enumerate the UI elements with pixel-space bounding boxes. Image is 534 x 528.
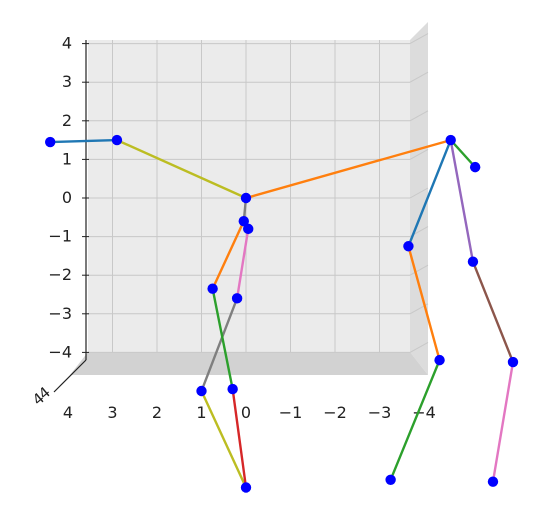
y-tick-label: −3	[48, 304, 72, 323]
skeleton-bone	[449, 138, 477, 169]
x-tick-label: −4	[412, 403, 436, 422]
skeleton-joint	[196, 385, 207, 397]
y-tick-label: 4	[62, 34, 72, 53]
skeleton-bone	[244, 138, 452, 200]
y-tick-label: 0	[62, 188, 72, 207]
y-tick-label: −4	[48, 342, 72, 361]
side-grid-line	[409, 110, 429, 122]
side-grid-line	[409, 33, 429, 45]
skeleton-joint	[231, 293, 243, 304]
side-grid-line	[409, 341, 429, 353]
y-tick-label: 1	[62, 149, 72, 168]
y-tick-label: −2	[48, 265, 72, 284]
skeleton-joint	[469, 161, 481, 173]
grid-lines	[88, 33, 429, 353]
skeleton-joint	[243, 223, 254, 235]
skeleton-joint	[45, 136, 56, 148]
skeleton-bone	[389, 358, 441, 481]
side-grid-line	[409, 71, 429, 83]
skeleton-joint	[467, 256, 479, 267]
side-pane	[410, 22, 428, 375]
x-tick-label: −2	[323, 403, 347, 422]
x-tick-label: 2	[152, 403, 162, 422]
skeleton-joint	[111, 134, 123, 146]
skeleton-joint	[238, 215, 249, 227]
skeleton-joint	[403, 241, 414, 252]
x-tick-label: 4	[63, 403, 73, 422]
skeleton-bone	[231, 387, 248, 489]
skeleton-joint	[227, 383, 238, 395]
skeleton-bone	[449, 138, 475, 263]
skeleton-bone	[235, 227, 250, 300]
depth-axis-line	[53, 359, 87, 393]
depth-tick-labels: 44	[29, 383, 54, 409]
skeleton-bone	[200, 297, 239, 393]
skeleton-joint	[487, 476, 499, 487]
x-tick-label: 3	[107, 403, 117, 422]
x-tick-label: −1	[279, 403, 303, 422]
y-tick-labels: 4 3 2 1 0 −1 −2 −3 −4	[48, 34, 89, 361]
skeleton-bone	[491, 360, 515, 483]
skeleton-bone	[407, 138, 452, 248]
skeleton-bone	[49, 138, 119, 144]
y-tick-label: −1	[48, 227, 72, 246]
side-grid-line	[409, 148, 429, 160]
floor-pane	[70, 352, 428, 375]
skeleton-bone	[471, 260, 515, 364]
y-tick-label: 3	[62, 72, 72, 91]
x-tick-label: 1	[196, 403, 206, 422]
skeleton-joint	[240, 482, 252, 493]
x-tick-labels: 4 3 2 1 0 −1 −2 −3 −4	[63, 403, 436, 422]
skeleton-bone	[211, 287, 234, 391]
skeleton-bone	[211, 219, 245, 290]
skeleton-joint	[434, 354, 445, 366]
skeleton-joint	[385, 474, 396, 485]
y-tick-label: 2	[62, 111, 72, 130]
skeleton-bones	[49, 138, 515, 489]
skeleton-joint	[207, 283, 218, 294]
skeleton-bone	[200, 389, 248, 489]
skeleton-joint	[445, 134, 456, 146]
axis-lines	[53, 40, 87, 393]
side-grid-line	[409, 187, 429, 199]
x-tick-label: 0	[241, 403, 251, 422]
skeleton-bone	[115, 138, 248, 200]
skeleton-joint	[240, 192, 252, 204]
x-tick-label: −3	[368, 403, 392, 422]
skeleton-joints	[45, 134, 519, 493]
skeleton-bone	[407, 245, 441, 362]
side-grid-line	[409, 264, 429, 276]
skeleton-joint	[507, 356, 519, 368]
